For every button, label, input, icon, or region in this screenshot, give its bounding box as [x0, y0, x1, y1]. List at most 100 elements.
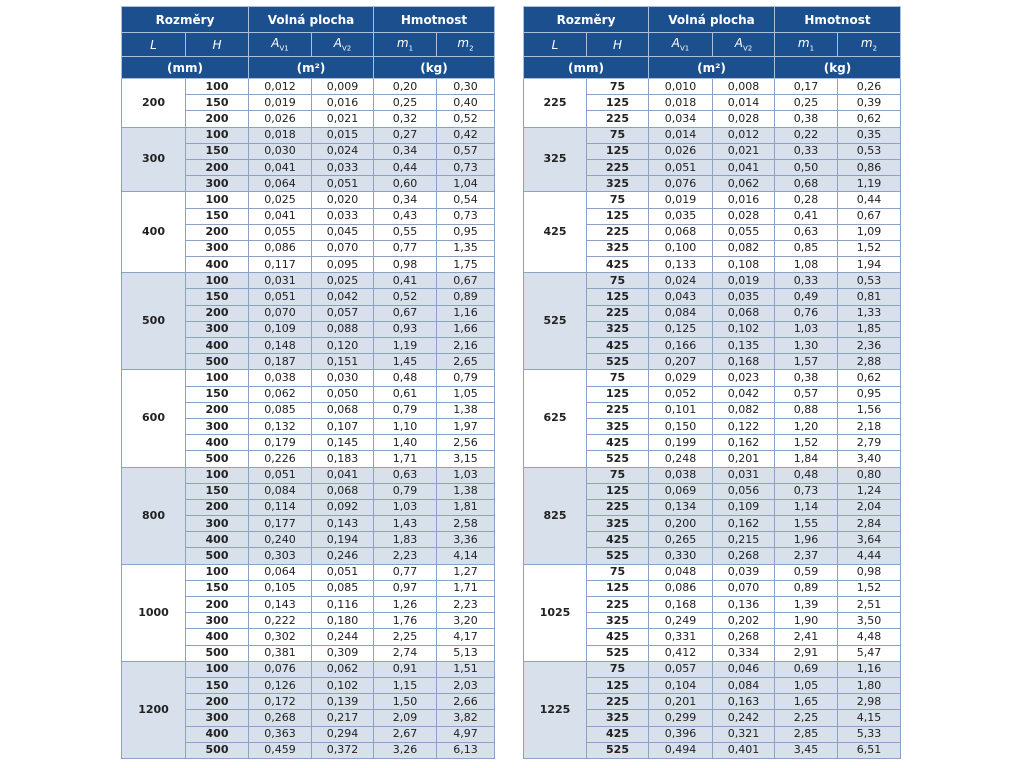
value-cell: 2,18: [837, 417, 901, 436]
column-header: AV2: [712, 32, 775, 57]
column-subscript: V2: [341, 44, 352, 53]
value-cell: 1,24: [837, 482, 901, 500]
height-cell: 150: [185, 288, 249, 306]
value-cell: 0,104: [648, 676, 713, 695]
column-header: m1: [774, 32, 838, 57]
value-cell: 0,132: [248, 417, 312, 436]
height-cell: 100: [185, 563, 249, 581]
value-cell: 0,008: [712, 77, 775, 96]
length-cell: 600: [121, 369, 186, 468]
value-cell: 0,018: [648, 94, 713, 112]
value-cell: 6,13: [436, 741, 495, 759]
height-cell: 100: [185, 126, 249, 144]
data-row: 325 75 0,014 0,012 0,22 0,35: [523, 126, 901, 193]
data-row: 225 0,068 0,055 0,63 1,09: [524, 223, 901, 241]
height-cell: 150: [185, 385, 249, 403]
value-cell: 0,062: [311, 660, 374, 678]
value-cell: 0,246: [311, 547, 374, 565]
value-cell: 0,39: [837, 94, 901, 112]
height-cell: 200: [185, 693, 249, 711]
value-cell: 1,51: [436, 660, 495, 678]
data-row: 225 0,051 0,041 0,50 0,86: [524, 158, 901, 177]
data-row: 125 0,052 0,042 0,57 0,95: [524, 385, 901, 403]
height-cell: 525: [586, 644, 649, 662]
height-cell: 200: [185, 498, 249, 517]
value-cell: 0,226: [248, 450, 312, 468]
value-cell: 0,020: [311, 191, 374, 209]
value-cell: 0,041: [311, 466, 374, 484]
value-cell: 0,73: [436, 207, 495, 225]
value-cell: 0,61: [373, 385, 437, 403]
height-cell: 400: [185, 531, 249, 549]
value-cell: 0,268: [712, 547, 775, 565]
header-row: Rozměry Volná plocha Hmotnost: [121, 6, 495, 33]
value-cell: 0,035: [712, 288, 775, 306]
value-cell: 0,63: [373, 466, 437, 484]
column-header: H: [586, 32, 649, 57]
value-cell: 0,79: [373, 401, 437, 419]
data-row: 425 75 0,019 0,016 0,28 0,44: [523, 191, 901, 274]
value-cell: 0,057: [311, 304, 374, 322]
value-cell: 0,134: [648, 498, 713, 517]
column-header: L: [121, 32, 186, 57]
value-cell: 0,303: [248, 547, 312, 565]
height-cell: 325: [586, 175, 649, 193]
data-row: 150 0,051 0,042 0,52 0,89: [122, 288, 495, 306]
value-cell: 4,14: [436, 547, 495, 565]
value-cell: 0,180: [311, 612, 374, 630]
value-cell: 0,68: [774, 175, 838, 193]
value-cell: 0,26: [837, 77, 901, 96]
value-cell: 0,43: [373, 207, 437, 225]
value-cell: 0,48: [373, 369, 437, 387]
value-cell: 0,034: [648, 110, 713, 128]
value-cell: 0,133: [648, 256, 713, 274]
data-row: 200 0,070 0,057 0,67 1,16: [122, 304, 495, 322]
unit-header: (kg): [774, 56, 901, 79]
value-cell: 0,81: [837, 288, 901, 306]
height-cell: 325: [586, 239, 649, 258]
value-cell: 0,50: [774, 158, 838, 177]
value-cell: 0,52: [373, 288, 437, 306]
value-cell: 0,151: [311, 353, 374, 371]
value-cell: 0,088: [311, 320, 374, 339]
value-cell: 1,16: [837, 660, 901, 678]
data-row: 225 0,134 0,109 1,14 2,04: [524, 498, 901, 517]
value-cell: 0,068: [712, 304, 775, 322]
height-cell: 200: [185, 304, 249, 322]
value-cell: 0,334: [712, 644, 775, 662]
data-row: 200 0,143 0,116 1,26 2,23: [122, 595, 495, 614]
height-cell: 125: [586, 676, 649, 695]
height-cell: 325: [586, 515, 649, 533]
value-cell: 0,25: [774, 94, 838, 112]
height-cell: 75: [586, 77, 649, 96]
value-cell: 0,57: [774, 385, 838, 403]
height-cell: 425: [586, 725, 649, 743]
value-cell: 4,48: [837, 628, 901, 646]
value-cell: 0,012: [712, 126, 775, 144]
value-cell: 0,372: [311, 741, 374, 759]
column-header: m1: [373, 32, 437, 57]
height-cell: 125: [586, 142, 649, 160]
value-cell: 1,09: [837, 223, 901, 241]
data-row: 400 0,240 0,194 1,83 3,36: [122, 531, 495, 549]
column-header: m2: [436, 32, 495, 57]
value-cell: 3,36: [436, 531, 495, 549]
value-cell: 0,95: [837, 385, 901, 403]
value-cell: 0,055: [712, 223, 775, 241]
table-right: Rozměry Volná plocha Hmotnost L H AV1 AV2 m1 m2(…: [523, 6, 901, 759]
column-subscript: 1: [408, 44, 414, 53]
value-cell: 1,43: [373, 515, 437, 533]
value-cell: 1,19: [373, 336, 437, 355]
data-row: 425 0,331 0,268 2,41 4,48: [524, 628, 901, 646]
value-cell: 0,095: [311, 256, 374, 274]
value-cell: 0,249: [648, 612, 713, 630]
data-row: 125 0,069 0,056 0,73 1,24: [524, 482, 901, 500]
value-cell: 0,98: [373, 256, 437, 274]
value-cell: 0,016: [712, 191, 775, 209]
value-cell: 3,15: [436, 450, 495, 468]
height-cell: 150: [185, 142, 249, 160]
data-row: 400 0,148 0,120 1,19 2,16: [122, 336, 495, 355]
data-row: 150 0,019 0,016 0,25 0,40: [122, 94, 495, 112]
value-cell: 1,83: [373, 531, 437, 549]
